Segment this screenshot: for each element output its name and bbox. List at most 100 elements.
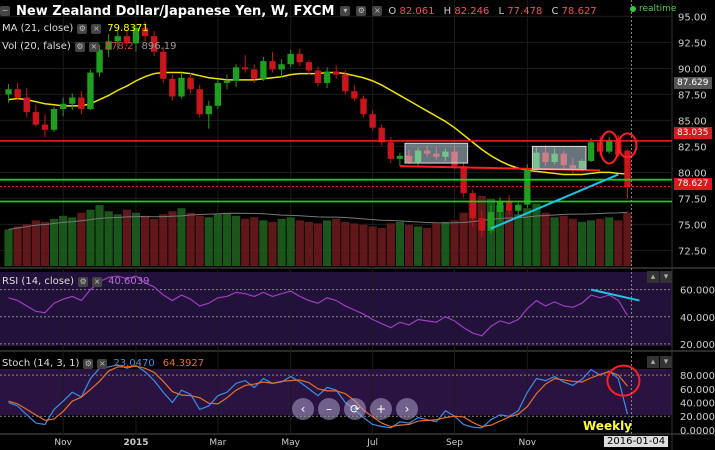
volume-bar xyxy=(150,218,159,266)
close-label: C xyxy=(551,5,559,17)
candle-body xyxy=(59,103,67,109)
rsi-band xyxy=(0,272,672,346)
volume-bar xyxy=(40,221,50,266)
volume-bar xyxy=(313,223,323,266)
volume-bar xyxy=(359,224,368,266)
stoch-close-icon[interactable]: × xyxy=(97,358,108,369)
ma-legend[interactable]: MA (21, close) ⚙ × 79.8371 xyxy=(2,23,151,34)
volume-bar xyxy=(86,209,95,266)
volume-bar xyxy=(222,212,232,266)
vol-close-icon[interactable]: × xyxy=(88,41,99,52)
collapse-icon[interactable]: − xyxy=(0,6,10,16)
cursor-date: 2016-01-04 xyxy=(604,436,669,447)
candle-body xyxy=(150,36,158,52)
volume-bar xyxy=(432,223,441,266)
volume-bar xyxy=(140,215,150,266)
symbol-title[interactable]: New Zealand Dollar/Japanese Yen, W, FXCM xyxy=(16,3,335,19)
candle-body xyxy=(23,97,30,113)
high-value: 82.246 xyxy=(454,5,490,17)
stoch-tick-label: 20.0000 xyxy=(680,412,715,423)
vol-settings-icon[interactable]: ⚙ xyxy=(74,41,85,52)
rsi-label: RSI (14, close) xyxy=(2,276,75,287)
volume-bar xyxy=(459,212,468,266)
timeframe-label: Weekly xyxy=(583,419,633,433)
pane-up-icon[interactable]: ▴ xyxy=(647,271,659,283)
candle-body xyxy=(14,89,21,98)
candle-body xyxy=(251,69,258,79)
stoch-settings-icon[interactable]: ⚙ xyxy=(83,358,94,369)
volume-bar xyxy=(122,209,131,266)
volume-bar xyxy=(59,215,68,266)
symbol-dropdown-icon[interactable]: ▾ xyxy=(340,6,351,16)
candle-body xyxy=(96,49,103,73)
candle-body xyxy=(314,70,322,83)
ma-label: MA (21, close) xyxy=(2,23,74,34)
volume-bar xyxy=(113,214,122,266)
candle-body xyxy=(387,142,394,159)
candle-body xyxy=(5,89,12,95)
candle-body xyxy=(369,114,376,128)
ma-settings-icon[interactable]: ⚙ xyxy=(77,23,88,34)
candle-body xyxy=(260,61,267,79)
volume-bar xyxy=(523,208,532,266)
volume-bar xyxy=(277,218,286,266)
volume-bar xyxy=(377,227,386,266)
candle-body xyxy=(478,218,486,231)
y-tick-label: 92.50 xyxy=(678,38,707,49)
pane2-down-icon[interactable]: ▾ xyxy=(660,356,672,368)
volume-bar xyxy=(259,220,268,266)
price-tag-last: 78.627 xyxy=(674,178,712,190)
scroll-left-button[interactable]: ‹ xyxy=(292,398,314,420)
volume-bar xyxy=(541,212,550,266)
candle-body xyxy=(178,77,185,97)
stoch-d-line xyxy=(8,365,628,428)
consolidation-box xyxy=(404,142,469,164)
settings-icon[interactable]: ⚙ xyxy=(356,6,367,16)
zoom-in-button[interactable]: + xyxy=(370,398,392,420)
candle-body xyxy=(624,150,631,187)
volume-bar xyxy=(395,221,405,266)
y-tick-label: 85.00 xyxy=(678,116,707,127)
rsi-settings-icon[interactable]: ⚙ xyxy=(78,276,89,287)
y-tick-label: 90.00 xyxy=(678,64,707,75)
volume-bar xyxy=(213,214,222,266)
vol-legend[interactable]: Vol (20, false) ⚙ × 878.2 896.19 xyxy=(2,41,178,52)
volume-bar xyxy=(350,223,359,266)
volume-bar xyxy=(68,217,77,266)
volume-bar xyxy=(49,218,59,266)
candle-body xyxy=(32,112,40,125)
pane2-up-icon[interactable]: ▴ xyxy=(647,356,659,368)
ma-close-icon[interactable]: × xyxy=(91,23,102,34)
y-tick-label: 95.00 xyxy=(678,12,707,23)
price-tag-resistance: 83.035 xyxy=(674,127,712,139)
vol-label: Vol (20, false) xyxy=(2,41,71,52)
candle-body xyxy=(141,27,149,37)
stoch-k-value: 23.0470 xyxy=(113,358,155,369)
candle-body xyxy=(132,27,140,44)
candle-body xyxy=(524,168,531,205)
stoch-tick-label: 0.0000 xyxy=(680,426,715,437)
volume-bar xyxy=(568,218,577,266)
rsi-close-icon[interactable]: × xyxy=(92,276,103,287)
volume-bar xyxy=(514,214,523,266)
stoch-tick-label: 40.0000 xyxy=(680,399,715,410)
reset-button[interactable]: ⟳ xyxy=(344,398,366,420)
volume-bar xyxy=(250,217,259,266)
open-value: 82.061 xyxy=(399,5,435,17)
stoch-legend[interactable]: Stoch (14, 3, 1) ⚙ × 23.0470 64.3927 xyxy=(2,358,206,369)
candle-body xyxy=(287,53,294,65)
volume-bar xyxy=(204,217,213,266)
pane-down-icon[interactable]: ▾ xyxy=(660,271,672,283)
scroll-right-button[interactable]: › xyxy=(396,398,418,420)
candle-body xyxy=(351,91,358,99)
volume-bar xyxy=(423,227,432,266)
zoom-out-button[interactable]: – xyxy=(318,398,340,420)
rsi-legend[interactable]: RSI (14, close) ⚙ × 40.6039 xyxy=(2,276,151,287)
volume-ma-line xyxy=(8,211,628,230)
volume-bar xyxy=(104,211,113,266)
candle-body xyxy=(242,67,249,70)
volume-bar xyxy=(586,220,596,266)
realtime-label: realtime xyxy=(639,4,677,14)
close-icon[interactable]: × xyxy=(372,6,383,16)
